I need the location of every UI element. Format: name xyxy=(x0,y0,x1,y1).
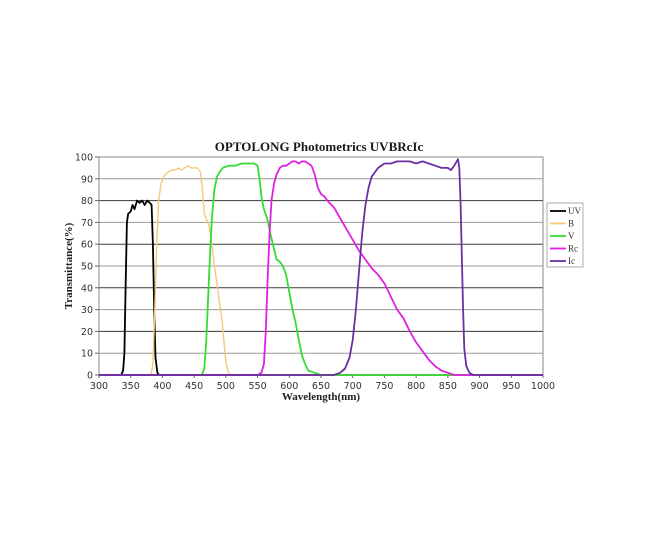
y-tick-label: 70 xyxy=(81,218,93,229)
legend-label-ic: Ic xyxy=(568,256,575,266)
x-axis-label: Wavelength(nm) xyxy=(282,391,361,403)
curve-v xyxy=(99,162,543,376)
x-tick-label: 850 xyxy=(439,381,457,392)
y-tick-label: 60 xyxy=(81,240,93,251)
y-tick-label: 90 xyxy=(81,174,93,185)
y-tick-label: 30 xyxy=(81,305,93,316)
y-tick-label: 40 xyxy=(81,283,93,294)
y-tick-label: 20 xyxy=(81,327,93,338)
x-tick-label: 500 xyxy=(217,381,235,392)
x-tick-label: 800 xyxy=(407,381,425,392)
x-tick-label: 650 xyxy=(312,381,330,392)
y-tick-label: 100 xyxy=(75,153,93,164)
x-axis-ticks: 300 350 400 450 500 550 600 650 700 750 800 850 900 9… xyxy=(90,375,555,392)
x-tick-label: 550 xyxy=(249,381,267,392)
curve-b xyxy=(99,165,543,376)
x-tick-label: 900 xyxy=(471,381,489,392)
x-tick-label: 300 xyxy=(90,381,108,392)
y-tick-label: 50 xyxy=(81,262,93,273)
y-tick-label: 10 xyxy=(81,349,93,360)
x-tick-label: 750 xyxy=(375,381,393,392)
x-tick-label: 450 xyxy=(185,381,203,392)
y-axis-ticks: 0 10 20 30 40 50 60 70 80 90 100 xyxy=(75,153,99,382)
x-tick-label: 950 xyxy=(502,381,520,392)
y-tick-label: 0 xyxy=(87,371,93,382)
x-tick-label: 1000 xyxy=(531,381,555,392)
legend-label-uv: UV xyxy=(568,206,581,216)
legend-label-b: B xyxy=(568,219,574,229)
legend-label-v: V xyxy=(568,231,575,241)
legend-label-rc: Rc xyxy=(568,244,578,254)
x-tick-label: 600 xyxy=(280,381,298,392)
y-axis-label: Transmittance(%) xyxy=(63,222,75,309)
curve-ic xyxy=(99,158,543,376)
x-tick-label: 400 xyxy=(153,381,171,392)
filter-curves xyxy=(99,158,543,376)
x-tick-label: 700 xyxy=(344,381,362,392)
chart-title: OPTOLONG Photometrics UVBRcIc xyxy=(215,139,424,154)
y-tick-label: 80 xyxy=(81,196,93,207)
gridlines xyxy=(99,178,543,354)
curve-rc xyxy=(99,160,543,376)
legend: UV BV Rc Ic xyxy=(546,202,584,268)
legend-box xyxy=(546,202,584,268)
x-tick-label: 350 xyxy=(122,381,140,392)
